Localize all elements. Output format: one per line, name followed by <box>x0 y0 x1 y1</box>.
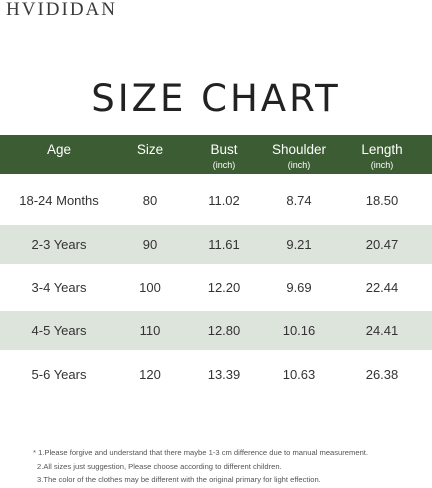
cell-bust: 12.20 <box>207 280 241 295</box>
cell-bust: 11.61 <box>208 237 240 252</box>
cell-length: 26.38 <box>365 367 399 382</box>
header-age-label: Age <box>46 142 72 157</box>
header-age: Age <box>0 135 118 174</box>
cell-age: 2-3 Years <box>31 237 87 252</box>
header-shoulder: Shoulder (inch) <box>266 135 332 174</box>
header-shoulder-label: Shoulder <box>271 142 327 157</box>
cell-length: 22.44 <box>365 280 399 295</box>
cell-shoulder: 10.16 <box>282 323 316 338</box>
note-item: 2.All sizes just suggestion, Please choo… <box>37 461 282 471</box>
table-header: Age Size Bust (inch) Shoulder (inch) Len… <box>0 135 432 174</box>
cell-size: 80 <box>142 193 158 208</box>
cell-age: 3-4 Years <box>31 280 87 295</box>
note-item: 3.The color of the clothes may be differ… <box>37 475 321 484</box>
header-bust-unit: (inch) <box>212 160 236 170</box>
brand-logo: HVIDIDAN <box>6 0 117 20</box>
header-bust: Bust (inch) <box>182 135 266 174</box>
cell-age: 5-6 Years <box>31 367 87 382</box>
cell-size: 90 <box>142 237 158 252</box>
cell-length: 24.41 <box>365 323 399 338</box>
header-size: Size <box>118 135 182 174</box>
note-item: * 1.Please forgive and understand that t… <box>33 448 369 457</box>
cell-size: 110 <box>139 323 161 338</box>
cell-shoulder: 9.21 <box>286 237 312 252</box>
cell-shoulder: 8.74 <box>286 193 312 208</box>
table-row: 5-6 Years 120 13.39 10.63 26.38 <box>0 355 432 394</box>
header-bust-label: Bust <box>210 142 238 157</box>
cell-bust: 11.02 <box>208 193 240 208</box>
cell-bust: 13.39 <box>207 367 241 382</box>
header-length: Length (inch) <box>332 135 432 174</box>
header-shoulder-unit: (inch) <box>287 160 311 170</box>
table-row: 3-4 Years 100 12.20 9.69 22.44 <box>0 268 432 307</box>
cell-length: 20.47 <box>365 237 399 252</box>
cell-age: 18-24 Months <box>19 193 99 208</box>
table-row: 2-3 Years 90 11.61 9.21 20.47 <box>0 225 432 264</box>
cell-shoulder: 10.63 <box>282 367 316 382</box>
cell-age: 4-5 Years <box>31 323 87 338</box>
table-row: 4-5 Years 110 12.80 10.16 24.41 <box>0 311 432 350</box>
header-length-label: Length <box>361 142 403 157</box>
cell-length: 18.50 <box>365 193 399 208</box>
cell-shoulder: 9.69 <box>286 280 312 295</box>
table-row: 18-24 Months 80 11.02 8.74 18.50 <box>0 181 432 220</box>
header-size-label: Size <box>136 142 164 157</box>
cell-bust: 12.80 <box>207 323 241 338</box>
cell-size: 100 <box>139 280 161 295</box>
cell-size: 120 <box>139 367 161 382</box>
notes: * 1.Please forgive and understand that t… <box>33 446 428 487</box>
header-length-unit: (inch) <box>370 160 394 170</box>
page-title: SIZE CHART <box>91 77 341 120</box>
